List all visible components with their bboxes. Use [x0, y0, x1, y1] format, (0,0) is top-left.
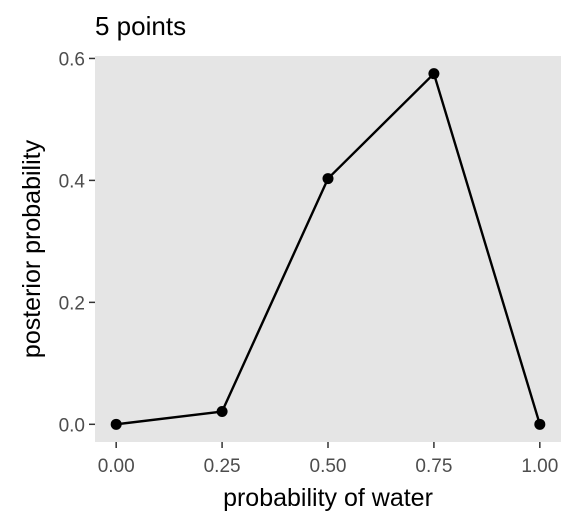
data-point — [110, 418, 122, 430]
y-axis-title: posterior probability — [18, 139, 46, 358]
data-points — [110, 68, 546, 430]
plot-panel — [95, 56, 561, 442]
x-tick-label: 1.00 — [521, 456, 558, 477]
y-tick-label: 0.2 — [59, 293, 85, 314]
data-point — [428, 68, 440, 80]
data-point — [534, 418, 546, 430]
x-tick-label: 0.75 — [415, 456, 452, 477]
x-axis-title: probability of water — [223, 484, 433, 512]
y-axis: 0.0 0.2 0.4 0.6 — [59, 49, 95, 436]
data-point — [322, 173, 334, 185]
chart-title: 5 points — [95, 11, 186, 41]
x-tick-label: 0.00 — [98, 456, 135, 477]
data-point — [216, 406, 228, 418]
x-tick-label: 0.25 — [204, 456, 241, 477]
x-axis: 0.00 0.25 0.50 0.75 1.00 — [98, 442, 558, 477]
y-tick-label: 0.0 — [59, 415, 85, 436]
y-tick-label: 0.6 — [59, 49, 85, 70]
x-tick-label: 0.50 — [310, 456, 347, 477]
y-tick-label: 0.4 — [59, 171, 86, 192]
